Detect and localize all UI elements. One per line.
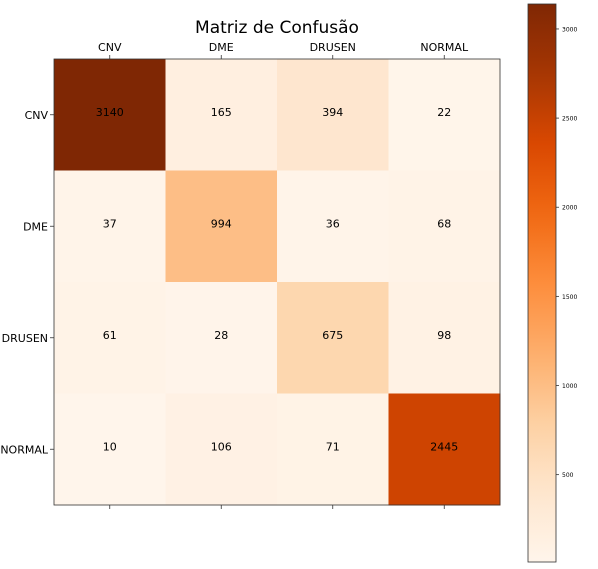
cell-value-label: 3140	[96, 106, 124, 119]
heatmap-cell	[165, 393, 278, 506]
cell-value-label: 106	[211, 440, 232, 453]
cell-value-label: 22	[437, 106, 451, 119]
heatmap-cell	[388, 59, 501, 171]
chart-title: Matriz de Confusão	[195, 18, 359, 38]
heatmap-cells	[54, 59, 501, 506]
colorbar-tick-label: 1000	[562, 383, 577, 390]
y-tick-label: CNV	[25, 109, 49, 122]
heatmap-cell	[54, 59, 166, 171]
plot-frame	[53, 58, 501, 506]
heatmap-cell	[277, 393, 389, 506]
cell-value-label: 394	[322, 106, 343, 119]
cell-value-label: 2445	[430, 440, 458, 453]
y-axis: CNV DME DRUSEN NORMAL	[0, 109, 54, 456]
colorbar-tick-label: 500	[562, 472, 574, 479]
heatmap-cell	[277, 282, 389, 394]
y-tick-label: NORMAL	[0, 443, 49, 456]
cell-value-label: 37	[103, 217, 117, 230]
cell-value-label: 675	[322, 329, 343, 342]
heatmap-cell	[54, 170, 166, 283]
cell-value-label: 61	[103, 329, 117, 342]
x-tick-label: DRUSEN	[310, 41, 356, 54]
cell-value-label: 994	[211, 217, 232, 230]
heatmap-cell	[165, 282, 278, 394]
heatmap-cell-labels: 3140 165 394 22 37 994 36 68 61 28 675 98 10 106 71 244…	[96, 106, 459, 454]
y-tick-label: DRUSEN	[2, 332, 48, 345]
heatmap-cell	[388, 170, 501, 283]
colorbar-tick-label: 3000	[562, 26, 577, 33]
cell-value-label: 10	[103, 440, 117, 453]
colorbar-tick-label: 1500	[562, 294, 577, 301]
heatmap-cell	[54, 282, 166, 394]
heatmap-cell	[388, 282, 501, 394]
heatmap-cell	[277, 59, 389, 171]
x-tick-label: CNV	[98, 41, 122, 54]
colorbar-ticks: 500 1000 1500 2000 2500 3000	[556, 26, 577, 479]
cell-value-label: 98	[437, 329, 451, 342]
x-tick-label: NORMAL	[420, 41, 469, 54]
cell-value-label: 36	[326, 217, 340, 230]
cell-value-label: 28	[214, 329, 228, 342]
cell-value-label: 165	[211, 106, 232, 119]
cell-value-label: 71	[326, 440, 340, 453]
heatmap-cell	[277, 170, 389, 283]
x-axis: CNV DME DRUSEN NORMAL	[98, 41, 469, 509]
heatmap-cell	[388, 393, 501, 506]
colorbar-tick-label: 2000	[562, 205, 577, 212]
cell-value-label: 68	[437, 217, 451, 230]
heatmap-cell	[165, 170, 278, 283]
heatmap-cell	[54, 393, 166, 506]
colorbar-tick-label: 2500	[562, 116, 577, 123]
x-tick-label: DME	[209, 41, 234, 54]
colorbar	[527, 3, 557, 563]
heatmap-cell	[165, 59, 278, 171]
y-tick-label: DME	[23, 220, 48, 233]
